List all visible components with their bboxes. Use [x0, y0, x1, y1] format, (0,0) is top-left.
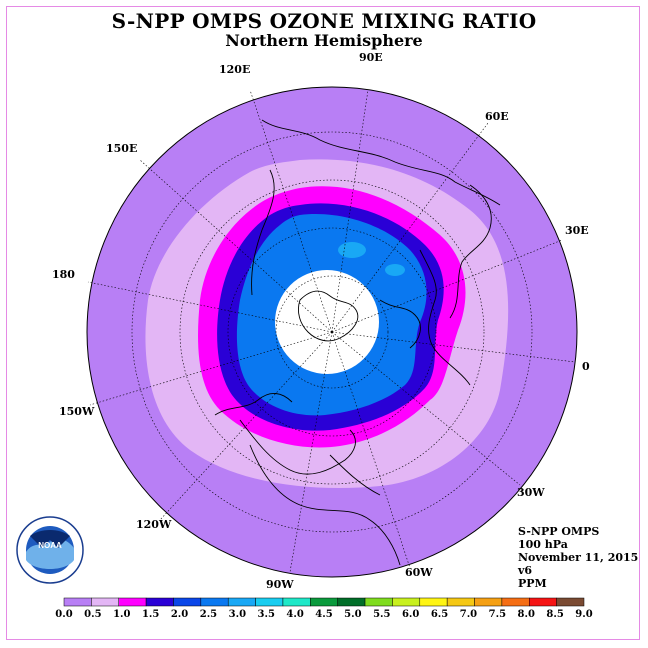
colorbar-swatch [446, 597, 475, 607]
info-date: November 11, 2015 [518, 551, 639, 564]
colorbar-tick-label: 1.5 [142, 609, 159, 620]
figure-frame [6, 6, 640, 640]
colorbar-swatch [310, 597, 338, 607]
ozone-patch [385, 264, 405, 276]
lon-label-180: 180 [52, 268, 75, 281]
colorbar-swatch [227, 597, 256, 607]
colorbar-tick-label: 6.0 [402, 609, 419, 620]
colorbar-tick-label: 3.0 [229, 609, 246, 620]
colorbar-swatch [556, 597, 585, 607]
colorbar-swatch [501, 597, 530, 607]
lon-label-120e: 120E [219, 63, 251, 76]
colorbar-swatch [173, 597, 202, 607]
lon-label-120w: 120W [136, 518, 172, 531]
colorbar-swatch [200, 597, 229, 607]
lon-label-0: 0 [582, 360, 590, 373]
lon-label-60w: 60W [405, 566, 433, 579]
colorbar-swatch [337, 597, 366, 607]
lon-label-90w: 90W [266, 578, 294, 591]
colorbar-swatch [118, 597, 147, 607]
info-block: S-NPP OMPS 100 hPa November 11, 2015 v6 … [518, 525, 638, 590]
colorbar-swatch [282, 597, 311, 607]
coastlines [214, 119, 501, 566]
lon-label-90e: 90E [359, 51, 383, 64]
latitude-grid [131, 131, 533, 533]
colorbar-swatch [392, 597, 421, 607]
chart-title: S-NPP OMPS OZONE MIXING RATIO [111, 9, 537, 33]
colorbar-tick-label: 0.0 [55, 609, 72, 620]
colorbar-tick-label: 0.5 [84, 609, 101, 620]
colorbar-swatch [145, 597, 174, 607]
longitude-grid [87, 89, 576, 573]
info-level: 100 hPa [518, 538, 568, 551]
colorbar-tick-label: 2.0 [171, 609, 188, 620]
colorbar-swatch [63, 597, 92, 607]
lon-label-30e: 30E [565, 224, 589, 237]
info-version: v6 [518, 564, 533, 577]
info-units: PPM [518, 577, 547, 590]
colorbar-swatch [255, 597, 284, 607]
colorbar-tick-label: 3.5 [258, 609, 275, 620]
polar-no-data-cap [275, 270, 379, 374]
colorbar-tick-label: 8.5 [546, 609, 563, 620]
colorbar-swatch [419, 597, 448, 607]
colorbar-tick-label: 4.0 [286, 609, 303, 620]
colorbar-tick-label: 7.0 [460, 609, 477, 620]
ozone-patch [338, 242, 366, 258]
chart-subtitle: Northern Hemisphere [225, 31, 423, 50]
info-instrument: S-NPP OMPS [518, 525, 600, 538]
lon-label-30w: 30W [517, 486, 545, 499]
colorbar-tick-label: 8.0 [518, 609, 535, 620]
colorbar-swatch [529, 597, 557, 607]
colorbar-tick-label: 5.0 [344, 609, 361, 620]
colorbar-tick-label: 5.5 [373, 609, 390, 620]
colorbar-tick-label: 7.5 [489, 609, 506, 620]
colorbar-swatch [91, 597, 119, 607]
lon-label-150w: 150W [59, 405, 95, 418]
colorbar-tick-label: 9.0 [575, 609, 592, 620]
colorbar-tick-label: 1.0 [113, 609, 130, 620]
colorbar-tick-label: 2.5 [200, 609, 217, 620]
lon-label-150e: 150E [106, 142, 138, 155]
colorbar: 0.0 0.5 1.0 1.5 2.0 2.5 3.0 3.5 4.0 4.5 5.0 5.5 6.0 6… [55, 597, 593, 620]
lon-label-60e: 60E [485, 110, 509, 123]
colorbar-swatch [364, 597, 393, 607]
colorbar-swatch [474, 597, 503, 607]
colorbar-tick-label: 6.5 [431, 609, 448, 620]
colorbar-tick-label: 4.5 [315, 609, 332, 620]
